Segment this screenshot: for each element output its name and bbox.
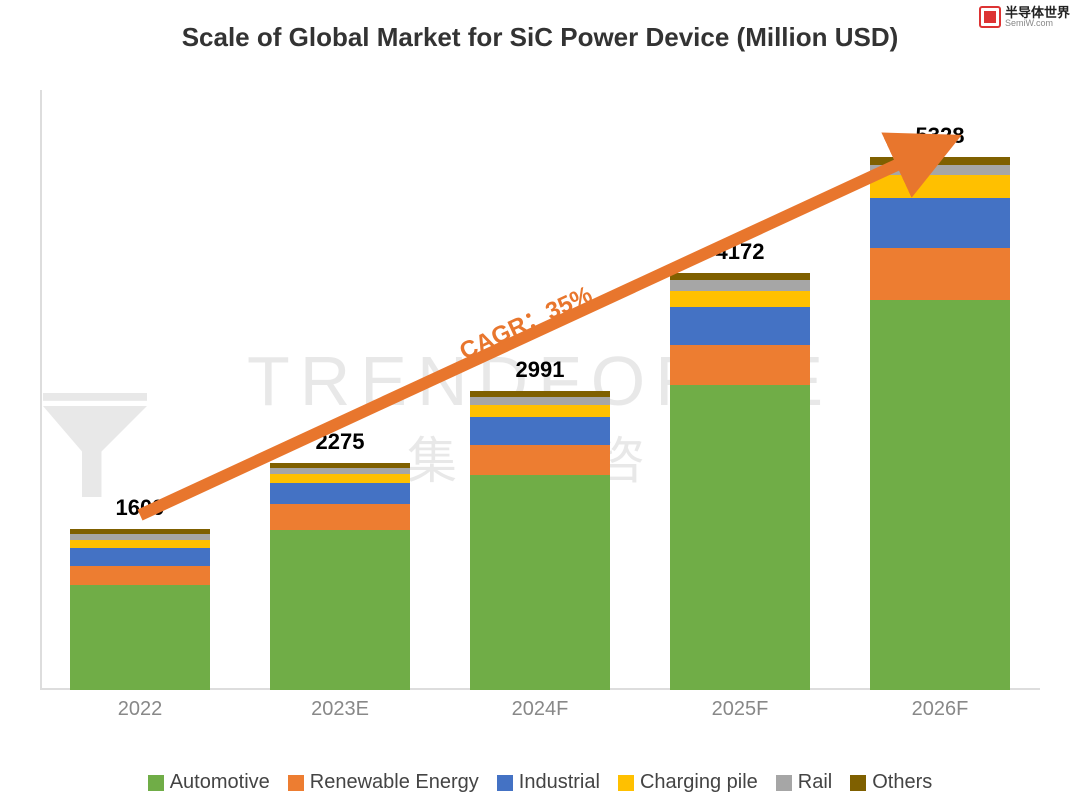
legend-item-automotive: Automotive xyxy=(148,771,270,794)
segment-charging-pile xyxy=(470,405,610,417)
bar-total-label: 1609 xyxy=(70,495,210,521)
bar-total-label: 5328 xyxy=(870,123,1010,149)
segment-renewable-energy xyxy=(670,345,810,385)
legend: Automotive Renewable Energy Industrial Char… xyxy=(0,771,1080,794)
segment-renewable-energy xyxy=(70,566,210,585)
legend-swatch xyxy=(776,775,792,791)
legend-swatch xyxy=(850,775,866,791)
bar-2024F: 2991 xyxy=(470,391,610,690)
legend-label: Automotive xyxy=(170,771,270,794)
legend-label: Industrial xyxy=(519,771,600,794)
segment-charging-pile xyxy=(70,540,210,548)
segment-industrial xyxy=(670,307,810,345)
legend-label: Charging pile xyxy=(640,771,758,794)
legend-item-industrial: Industrial xyxy=(497,771,600,794)
legend-item-renewable-energy: Renewable Energy xyxy=(288,771,479,794)
segment-charging-pile xyxy=(870,175,1010,198)
segment-charging-pile xyxy=(670,291,810,307)
chart-container: 半导体世界 SemiW.com Scale of Global Market f… xyxy=(0,0,1080,802)
bar-2022: 1609 xyxy=(70,529,210,690)
legend-swatch xyxy=(497,775,513,791)
legend-swatch xyxy=(618,775,634,791)
bar-2026F: 5328 xyxy=(870,157,1010,690)
x-tick-label: 2024F xyxy=(512,698,569,721)
segment-renewable-energy xyxy=(870,248,1010,300)
legend-item-charging-pile: Charging pile xyxy=(618,771,758,794)
segment-rail xyxy=(870,165,1010,175)
legend-label: Rail xyxy=(798,771,832,794)
segment-automotive xyxy=(870,300,1010,690)
segment-renewable-energy xyxy=(470,445,610,475)
y-axis xyxy=(40,90,42,690)
legend-swatch xyxy=(288,775,304,791)
x-tick-label: 2022 xyxy=(118,698,163,721)
bar-total-label: 2991 xyxy=(470,357,610,383)
segment-automotive xyxy=(670,385,810,690)
segment-industrial xyxy=(270,483,410,504)
legend-item-others: Others xyxy=(850,771,932,794)
segment-automotive xyxy=(270,530,410,690)
bar-2025F: 4172 xyxy=(670,273,810,690)
chart-title: Scale of Global Market for SiC Power Dev… xyxy=(0,22,1080,53)
legend-label: Others xyxy=(872,771,932,794)
bar-2023E: 2275 xyxy=(270,463,410,691)
segment-industrial xyxy=(70,548,210,566)
segment-renewable-energy xyxy=(270,504,410,530)
segment-others xyxy=(670,273,810,280)
segment-industrial xyxy=(870,198,1010,248)
bar-total-label: 2275 xyxy=(270,429,410,455)
x-tick-label: 2025F xyxy=(712,698,769,721)
legend-item-rail: Rail xyxy=(776,771,832,794)
plot-area: 1609202222752023E29912024F41722025F53282… xyxy=(40,90,1040,690)
segment-rail xyxy=(470,397,610,405)
x-tick-label: 2023E xyxy=(311,698,369,721)
bar-total-label: 4172 xyxy=(670,239,810,265)
segment-automotive xyxy=(470,475,610,690)
segment-charging-pile xyxy=(270,474,410,483)
segment-rail xyxy=(670,280,810,291)
x-tick-label: 2026F xyxy=(912,698,969,721)
cagr-label: CAGR：35% xyxy=(453,275,597,367)
legend-swatch xyxy=(148,775,164,791)
segment-industrial xyxy=(470,417,610,445)
segment-automotive xyxy=(70,585,210,690)
legend-label: Renewable Energy xyxy=(310,771,479,794)
segment-others xyxy=(870,157,1010,165)
